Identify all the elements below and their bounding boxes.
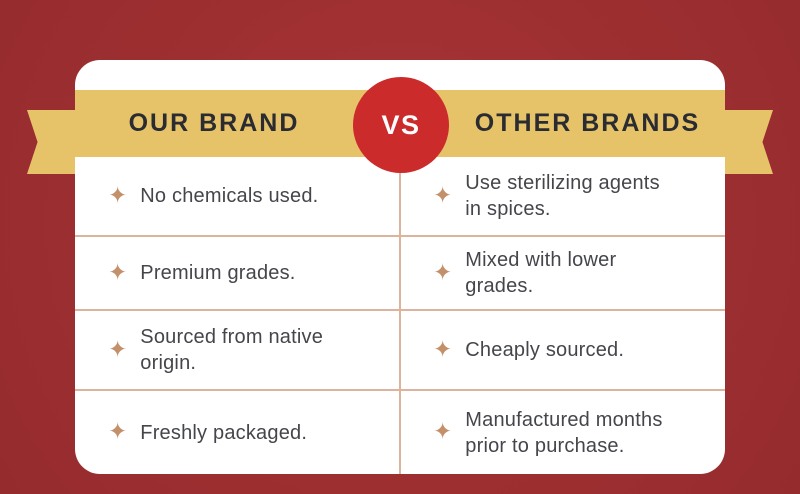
item-text: No chemicals used.: [140, 185, 319, 207]
other-brands-item-3: ✦ Cheaply sourced.: [400, 311, 725, 391]
our-brand-item-1: ✦ No chemicals used.: [75, 157, 400, 237]
sparkle-icon: ✦: [433, 182, 453, 209]
sparkle-icon: ✦: [433, 419, 453, 445]
ribbon-tail-right: [725, 110, 773, 174]
other-brands-item-4: ✦ Manufactured months prior to purchase.: [400, 391, 725, 474]
our-brand-heading: OUR BRAND: [128, 109, 300, 137]
sparkle-icon: ✦: [108, 259, 128, 286]
comparison-card: OUR BRAND OTHER BRANDS ✦ No chemicals us…: [75, 60, 725, 474]
our-brand-item-4: ✦ Freshly packaged.: [75, 391, 400, 474]
vs-label: VS: [381, 109, 421, 140]
other-brands-heading: OTHER BRANDS: [474, 109, 701, 137]
item-text: Freshly packaged.: [140, 421, 308, 444]
ribbon-tail-left: [27, 110, 75, 174]
our-brand-item-2: ✦ Premium grades.: [75, 237, 400, 311]
other-brands-item-1: ✦ Use sterilizing agents in spices.: [400, 157, 725, 237]
vs-badge: VS: [353, 77, 449, 173]
item-text: Manufactured months prior to purchase.: [465, 408, 663, 457]
item-text: Use sterilizing agents in spices.: [465, 172, 660, 220]
sparkle-icon: ✦: [433, 259, 453, 286]
item-text: Sourced from native origin.: [140, 326, 324, 374]
sparkle-icon: ✦: [108, 182, 128, 209]
column-divider: [399, 157, 401, 474]
item-text: Cheaply sourced.: [465, 339, 625, 361]
other-brands-item-2: ✦ Mixed with lower grades.: [400, 237, 725, 311]
our-brand-item-3: ✦ Sourced from native origin.: [75, 311, 400, 391]
comparison-rows: ✦ No chemicals used. ✦ Use sterilizing a…: [75, 157, 725, 474]
sparkle-icon: ✦: [108, 419, 128, 445]
sparkle-icon: ✦: [108, 336, 128, 363]
item-text: Premium grades.: [140, 262, 296, 284]
item-text: Mixed with lower grades.: [465, 249, 617, 297]
sparkle-icon: ✦: [433, 336, 453, 363]
